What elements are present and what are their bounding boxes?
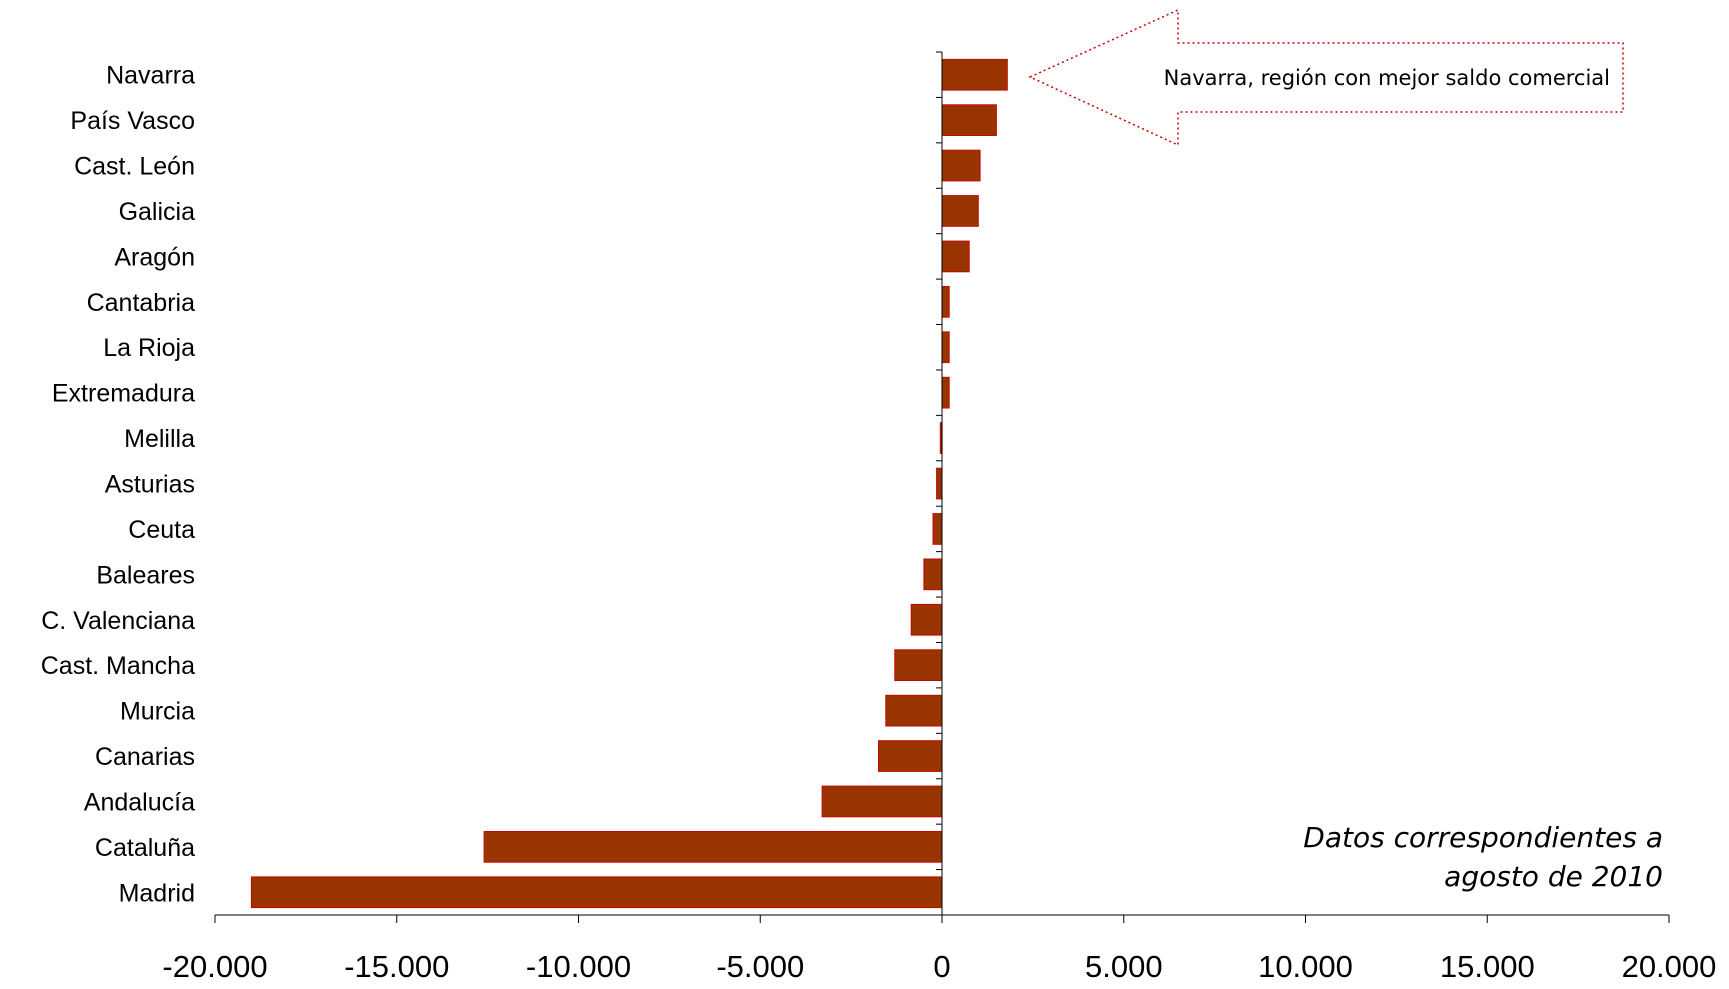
bar-catalu-a	[483, 831, 943, 863]
category-label: Madrid	[119, 879, 195, 907]
x-tick-label: -5.000	[716, 949, 804, 984]
bars-group	[250, 58, 1008, 909]
bar-andaluc-a	[821, 785, 943, 818]
bar-navarra	[941, 58, 1008, 91]
category-label: Cataluña	[95, 834, 195, 862]
data-note: Datos correspondientes a agosto de 2010	[1303, 821, 1663, 893]
bar-baleares	[923, 558, 943, 591]
note-line-1: Datos correspondientes a	[1303, 821, 1663, 854]
category-label: Galicia	[119, 198, 196, 226]
category-label: Cast. Mancha	[41, 652, 195, 680]
bar-ceuta	[932, 513, 943, 545]
category-label: Cantabria	[87, 289, 195, 317]
category-label: Extremadura	[52, 380, 195, 408]
x-tick-label: -20.000	[162, 949, 267, 984]
category-labels: Navarra País Vasco Cast. León Galicia Aragón…	[41, 62, 195, 908]
x-tick-labels: -20.000 -15.000 -10.000 -5.000 0 5.000 10.000 1…	[162, 949, 1716, 984]
bar-cast-le-n	[941, 149, 981, 182]
note-line-2: agosto de 2010	[1444, 860, 1663, 893]
category-label: Cast. León	[74, 153, 195, 181]
bar-madrid	[250, 876, 943, 909]
category-label: Aragón	[114, 243, 195, 271]
bar-pa-s-vasco	[941, 104, 997, 136]
bar-c-valenciana	[910, 603, 943, 636]
bar-canarias	[878, 740, 943, 772]
bar-cantabria	[941, 285, 950, 318]
category-label: Ceuta	[128, 516, 195, 544]
category-label: Murcia	[120, 698, 195, 726]
category-label: Canarias	[95, 743, 195, 771]
x-tick-label: 15.000	[1440, 949, 1535, 984]
x-axis-ticks	[214, 915, 1670, 923]
category-label: La Rioja	[103, 334, 195, 362]
category-label: C. Valenciana	[41, 607, 195, 635]
callout-arrow-shape	[1028, 8, 1624, 147]
bar-arag-n	[941, 240, 970, 273]
x-tick-label: 0	[933, 949, 950, 984]
callout-text: Navarra, región con mejor saldo comercia…	[1164, 66, 1610, 90]
bar-la-rioja	[941, 331, 950, 364]
bar-galicia	[941, 195, 979, 227]
x-tick-label: -10.000	[526, 949, 631, 984]
category-label: Melilla	[124, 425, 195, 453]
x-tick-label: -15.000	[344, 949, 449, 984]
bar-extremadura	[941, 376, 950, 409]
x-tick-label: 10.000	[1258, 949, 1353, 984]
bar-murcia	[885, 694, 943, 727]
category-label: Navarra	[106, 62, 195, 90]
bar-cast-mancha	[894, 649, 943, 682]
category-label: Asturias	[105, 471, 195, 499]
category-label: Andalucía	[84, 788, 195, 816]
x-tick-label: 20.000	[1622, 949, 1717, 984]
bar-asturias	[936, 467, 943, 500]
x-tick-label: 5.000	[1085, 949, 1163, 984]
category-label: País Vasco	[70, 107, 195, 135]
callout: Navarra, región con mejor saldo comercia…	[1028, 8, 1624, 147]
category-label: Baleares	[96, 561, 195, 589]
